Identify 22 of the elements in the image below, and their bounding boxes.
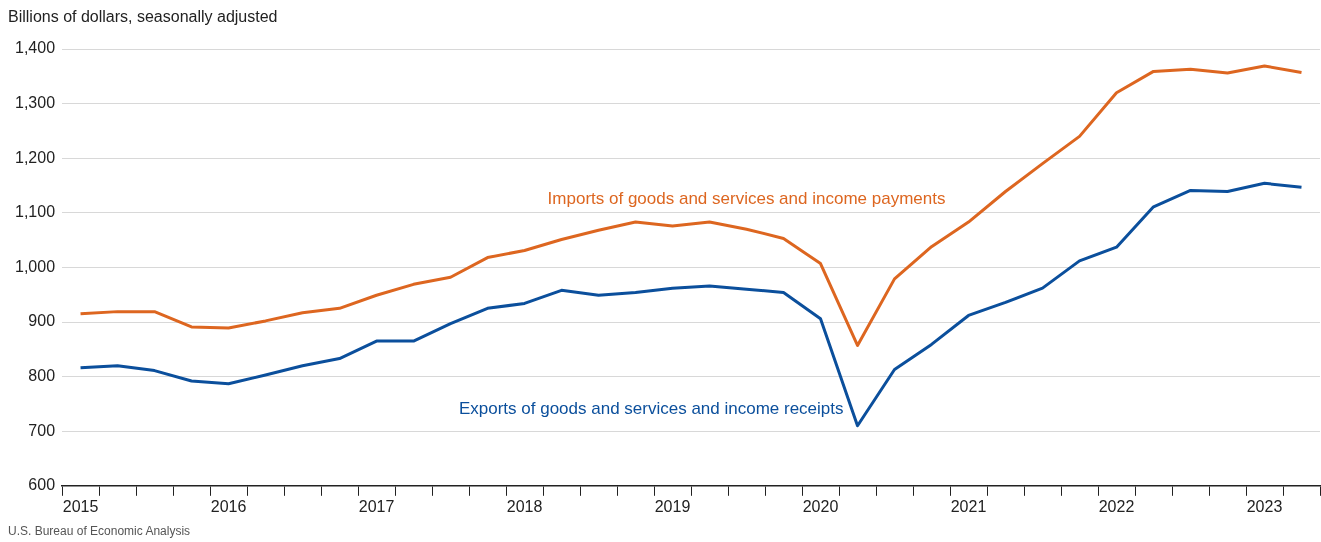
x-tick-label: 2015 [62, 497, 99, 515]
y-tick-label: 1,300 [14, 94, 56, 112]
series-label: Exports of goods and services and income receipts [458, 399, 844, 419]
series-label: Imports of goods and services and income payments [547, 188, 946, 208]
y-tick-label: 1,000 [14, 257, 56, 275]
x-tick-label: 2020 [802, 497, 839, 515]
x-tick-label: 2023 [1246, 497, 1283, 515]
y-tick-label: 1,200 [14, 148, 56, 166]
y-tick-label: 700 [28, 421, 56, 439]
x-tick-label: 2018 [506, 497, 543, 515]
x-tick-label: 2016 [210, 497, 247, 515]
y-axis-title: Billions of dollars, seasonally adjusted [8, 8, 279, 27]
x-tick-label: 2019 [654, 497, 691, 515]
x-tick-label: 2021 [950, 497, 987, 515]
y-tick-label: 800 [28, 367, 56, 385]
y-tick-label: 1,400 [14, 39, 56, 57]
y-tick-label: 600 [28, 476, 56, 494]
y-tick-label: 900 [28, 312, 56, 330]
text: U.S. Bureau of Economic Analysis [8, 524, 192, 538]
x-tick-label: 2022 [1098, 497, 1135, 515]
x-tick-label: 2017 [358, 497, 395, 515]
y-tick-label: 1,100 [14, 203, 56, 221]
